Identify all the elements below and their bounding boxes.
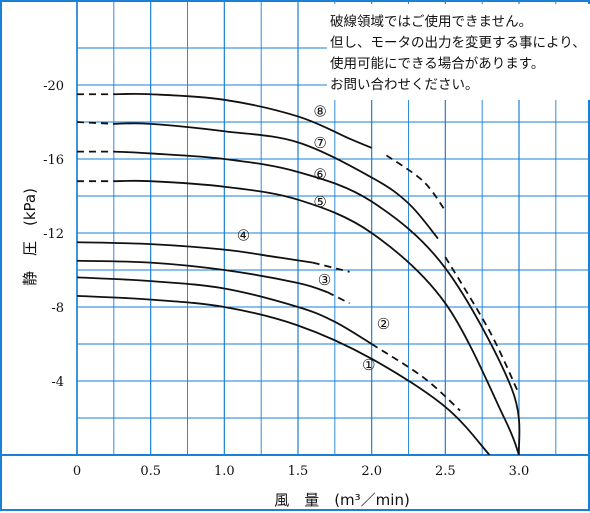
x-tick-label: 2.5 xyxy=(435,464,456,479)
series-line-solid xyxy=(77,276,373,345)
series-label: ② xyxy=(377,315,390,333)
note-background xyxy=(327,4,590,100)
y-axis-title: 静 圧 (kPa) xyxy=(21,188,39,286)
series-line-solid xyxy=(113,92,373,149)
series-label: ③ xyxy=(318,271,331,289)
series-label: ⑦ xyxy=(313,134,326,152)
y-tick-label: -8 xyxy=(51,301,64,316)
usage-note-line: お問い合わせください。 xyxy=(330,77,479,93)
usage-note-line: 使用可能にできる場合があります。 xyxy=(330,55,544,72)
series-label: ① xyxy=(362,356,375,374)
series-line-solid xyxy=(113,179,520,455)
series-line-dashed xyxy=(444,256,520,395)
y-tick-label: -12 xyxy=(43,227,64,242)
series-line-dashed xyxy=(312,261,350,273)
x-tick-label: 0.5 xyxy=(140,464,161,479)
series-line-dashed xyxy=(371,343,461,412)
series-line-solid xyxy=(77,241,313,264)
y-tick-label: -20 xyxy=(43,79,64,94)
x-tick-label: 0 xyxy=(73,464,81,479)
x-tick-label: 1.0 xyxy=(214,464,235,479)
usage-note-line: 破線領域ではご使用できません。 xyxy=(330,13,532,30)
series-label: ⑧ xyxy=(313,102,326,120)
series-line-solid xyxy=(113,150,521,455)
series-line-solid xyxy=(77,259,328,294)
usage-note: 破線領域ではご使用できません。但し、モータの出力を変更する事により、使用可能にで… xyxy=(330,13,586,93)
series-label: ⑤ xyxy=(313,193,326,211)
x-tick-label: 3.0 xyxy=(509,464,530,479)
x-tick-label: 2.0 xyxy=(361,464,382,479)
series-label: ④ xyxy=(237,226,250,244)
y-tick-label: -16 xyxy=(43,153,64,168)
x-axis-title: 風 量 (m³／min) xyxy=(274,491,410,509)
series-line-solid xyxy=(113,122,439,240)
series-line-dashed xyxy=(327,291,350,305)
series-line-dashed xyxy=(76,121,114,125)
y-tick-label: -4 xyxy=(51,375,64,390)
series-label: ⑥ xyxy=(313,165,326,183)
series-line-dashed xyxy=(385,154,447,212)
x-tick-label: 1.5 xyxy=(288,464,309,479)
usage-note-line: 但し、モータの出力を変更する事により、 xyxy=(330,34,586,51)
series-line-solid xyxy=(77,295,491,455)
